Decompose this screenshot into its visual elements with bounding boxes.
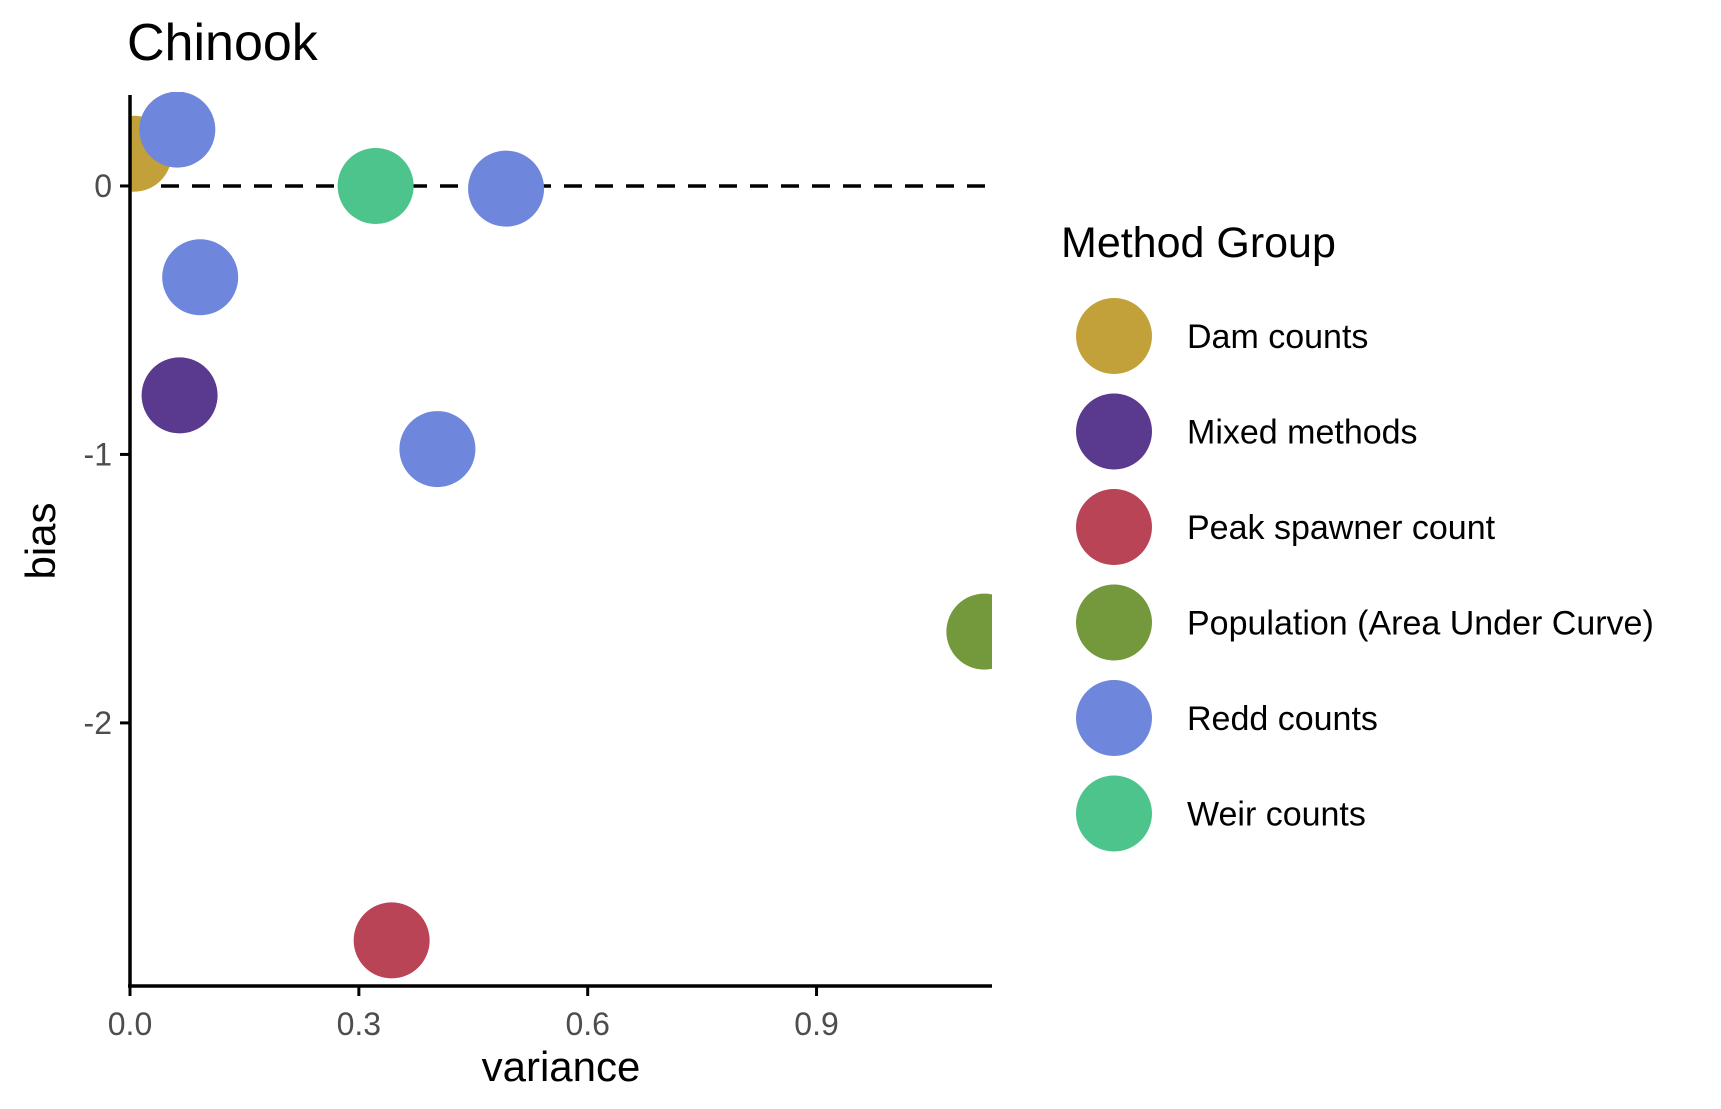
legend-key (1076, 775, 1152, 852)
legend-label: Weir counts (1187, 796, 1366, 834)
y-tick-label: -2 (84, 705, 112, 741)
data-point (399, 411, 476, 488)
data-point (141, 357, 218, 434)
legend-key (1076, 584, 1152, 661)
legend-key (1076, 489, 1152, 565)
y-tick-label: -1 (84, 436, 112, 472)
data-point (337, 147, 414, 224)
legend-title: Method Group (1061, 219, 1336, 267)
x-tick-label: 0.0 (108, 1006, 152, 1042)
legend-key (1076, 393, 1152, 470)
legend: Method Group Dam counts Mixed methods Peak… (1061, 219, 1654, 852)
x-tick-label: 0.9 (794, 1006, 838, 1042)
y-axis-title: bias (17, 502, 64, 579)
chart-title: Chinook (127, 14, 319, 72)
x-axis-ticks: 0.0 0.3 0.6 0.9 (108, 986, 839, 1042)
legend-label: Redd counts (1187, 700, 1378, 738)
data-point (468, 150, 545, 227)
data-point (139, 92, 216, 168)
data-point (353, 902, 430, 979)
legend-key (1076, 298, 1152, 374)
data-point (162, 239, 239, 316)
y-axis-ticks: 0 -1 -2 (84, 168, 130, 741)
data-points (130, 92, 992, 979)
legend-label: Mixed methods (1187, 414, 1418, 452)
legend-entries: Dam counts Mixed methods Peak spawner coun… (1076, 298, 1654, 852)
data-point (946, 593, 992, 670)
legend-label: Peak spawner count (1187, 509, 1496, 547)
legend-label: Population (Area Under Curve) (1187, 605, 1654, 643)
x-axis-title: variance (482, 1043, 641, 1090)
legend-key (1076, 680, 1152, 756)
y-tick-label: 0 (94, 168, 112, 204)
legend-label: Dam counts (1187, 318, 1368, 356)
x-tick-label: 0.6 (565, 1006, 609, 1042)
x-tick-label: 0.3 (337, 1006, 381, 1042)
